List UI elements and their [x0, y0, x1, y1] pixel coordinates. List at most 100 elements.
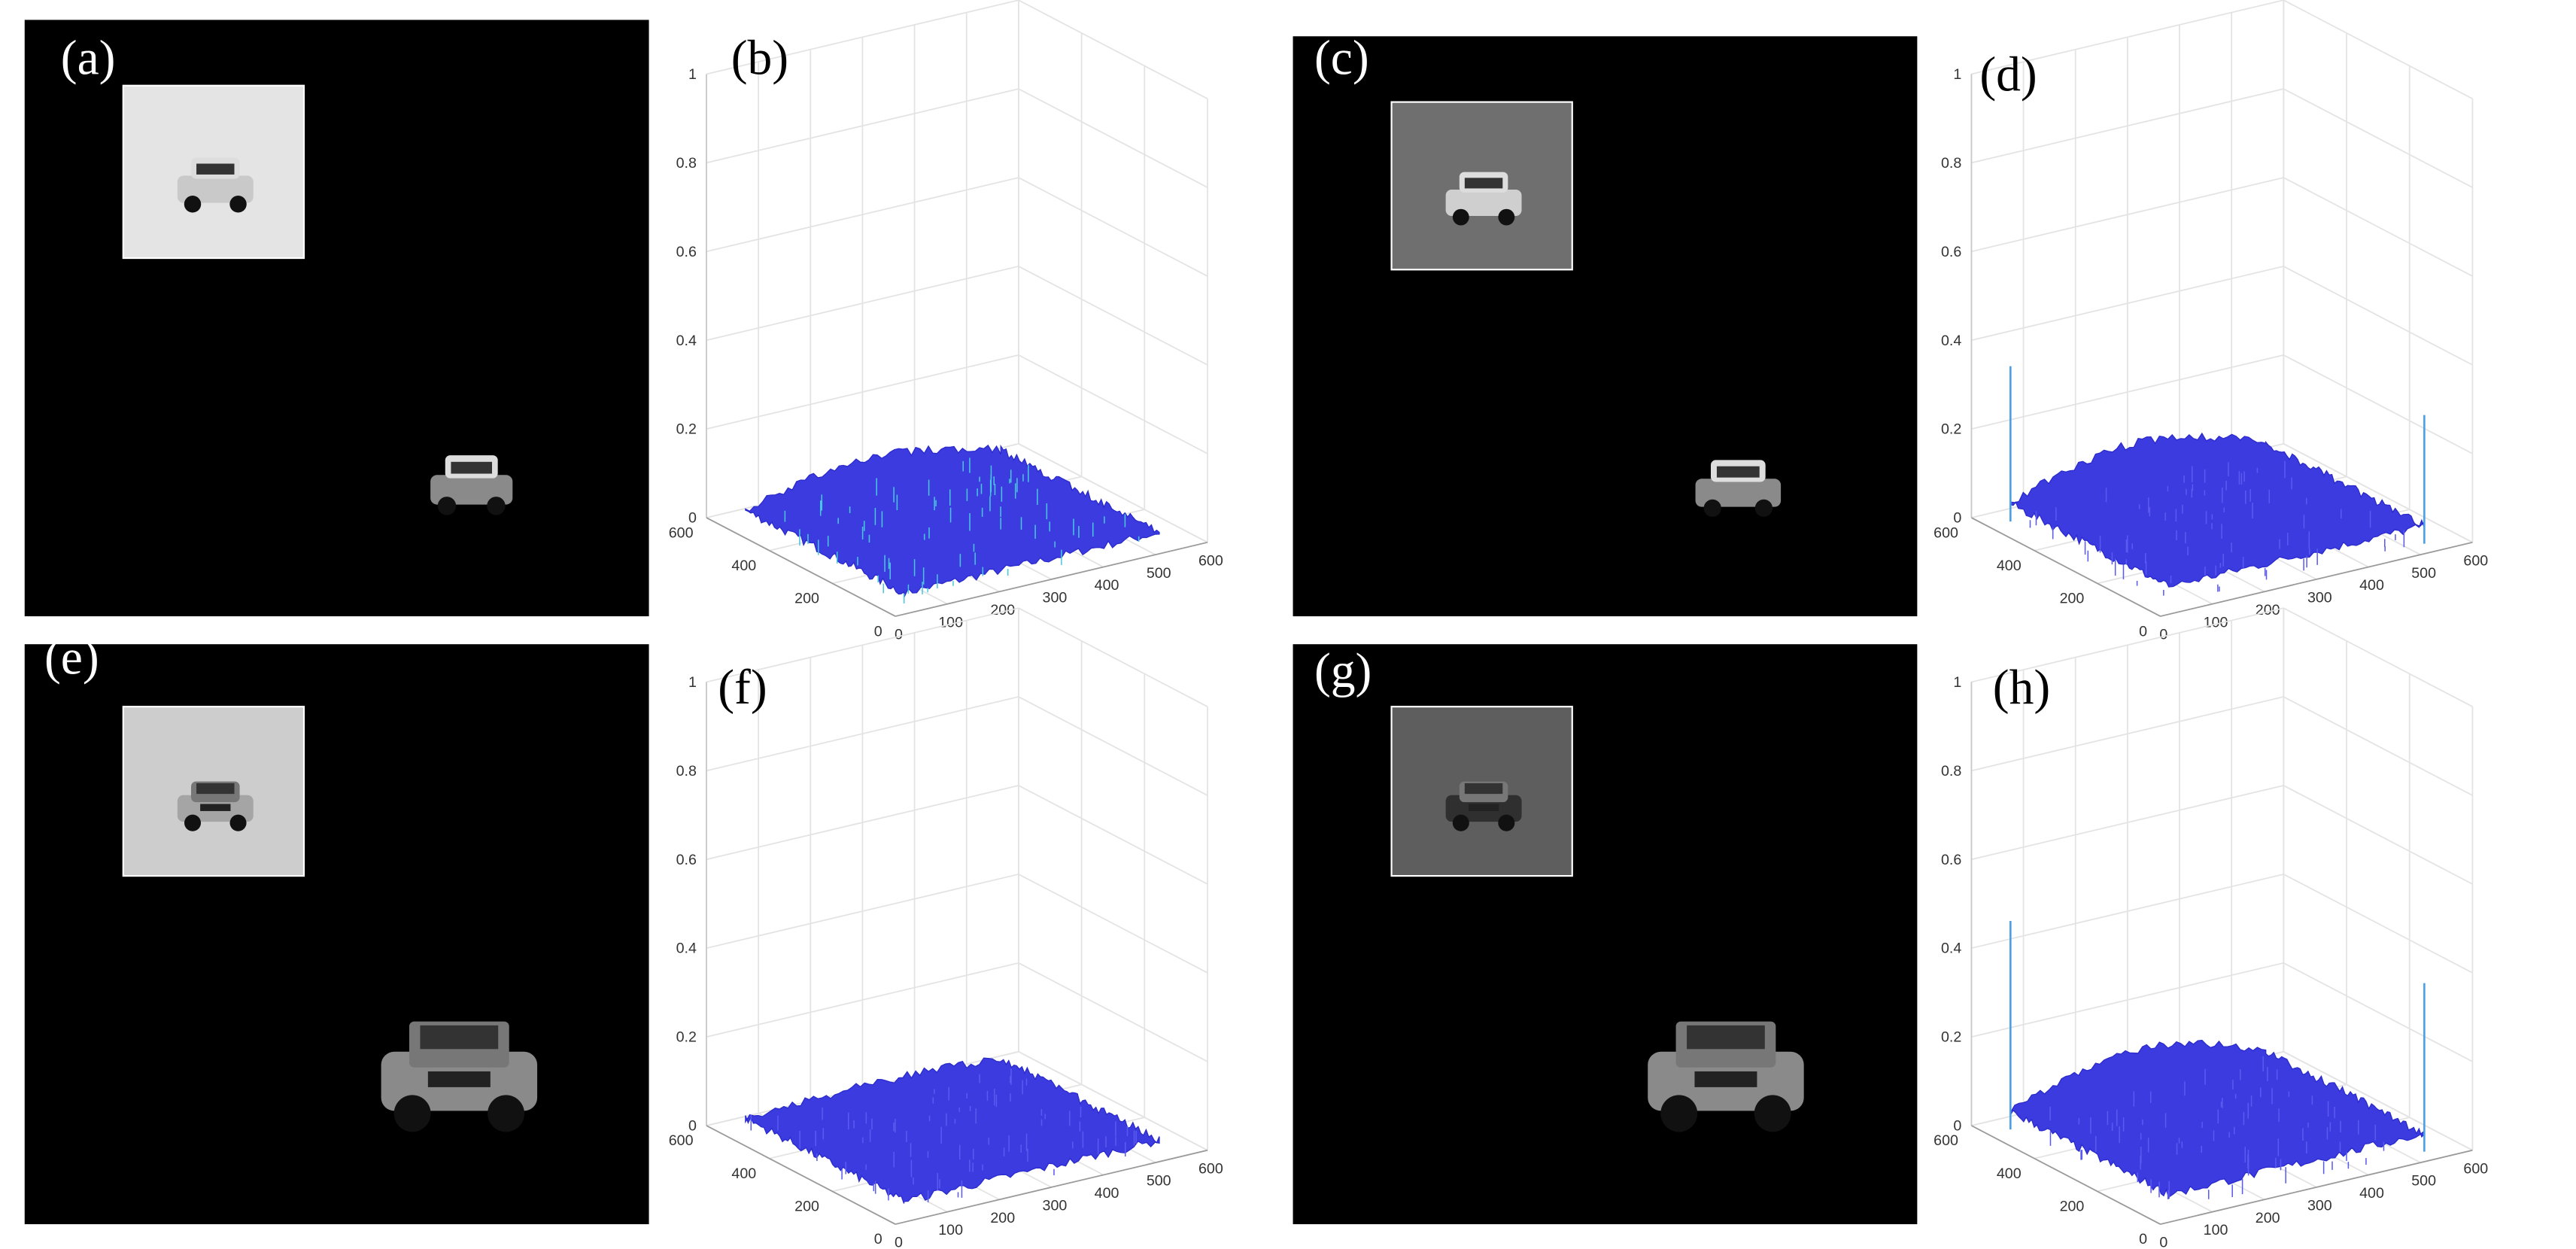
z-tick-label: 0.2 [676, 1029, 697, 1046]
z-tick-label: 0 [1953, 510, 1961, 527]
panel-label: (a) [61, 31, 116, 85]
car-image [430, 455, 513, 515]
x-tick-label: 400 [1095, 1185, 1119, 1202]
car-wheel [1703, 499, 1721, 517]
x-tick-label: 0 [2159, 1235, 2167, 1249]
panel-label: (d) [1979, 47, 2037, 102]
axis-line [895, 1149, 1208, 1225]
x-tick-label: 300 [2307, 1197, 2332, 1214]
z-tick-label: 0.2 [676, 421, 697, 438]
z-grid-line [1018, 785, 1208, 885]
z-grid-line [1018, 874, 1208, 974]
x-tick-label: 300 [1043, 590, 1068, 606]
z-grid-line [1018, 607, 1208, 707]
z-tick-label: 0.8 [1941, 763, 1961, 779]
car-window [1687, 1025, 1765, 1050]
image-panel [1293, 644, 1918, 1225]
panel-label: (e) [44, 631, 99, 685]
z-grid-line [2283, 607, 2473, 707]
x-tick-label: 100 [938, 614, 963, 631]
y-tick-label: 400 [1997, 558, 2022, 574]
panel-label: (f) [718, 661, 767, 715]
z-tick-label: 0.2 [1941, 421, 1961, 438]
y-tick-label: 400 [731, 1165, 756, 1182]
z-tick-label: 1 [1953, 66, 1961, 83]
y-tick-label: 200 [2060, 1199, 2085, 1215]
car-wheel [1498, 814, 1515, 831]
panel-label: (b) [731, 31, 788, 85]
car-wheel [1498, 208, 1515, 226]
z-grid-line [1018, 962, 1208, 1062]
image-panel [1293, 36, 1918, 617]
z-tick-label: 0 [1953, 1118, 1961, 1135]
car-image [1445, 781, 1522, 831]
x-tick-label: 0 [2159, 627, 2167, 643]
x-grid-line [1018, 1050, 1208, 1151]
car-window [1464, 783, 1503, 795]
z-tick-label: 1 [688, 674, 697, 691]
x-tick-label: 500 [1147, 1173, 1171, 1190]
x-tick-label: 0 [895, 1235, 903, 1249]
car-window [420, 1025, 499, 1050]
x-tick-label: 400 [2359, 1185, 2384, 1202]
car-wheel [1452, 208, 1469, 226]
car-window [1464, 178, 1503, 189]
x-tick-label: 100 [2204, 1222, 2228, 1238]
surface [2009, 1039, 2426, 1199]
y-tick-label: 600 [1934, 1132, 1958, 1149]
z-tick-label: 0.6 [1941, 852, 1961, 868]
y-tick-label: 0 [2139, 623, 2147, 640]
z-tick-label: 1 [688, 66, 697, 83]
z-grid-line [2283, 88, 2473, 188]
z-tick-label: 0.4 [676, 333, 697, 349]
x-tick-label: 500 [2411, 1173, 2436, 1190]
z-tick-label: 0.6 [676, 244, 697, 260]
y-tick-label: 400 [1997, 1165, 2022, 1182]
z-grid-line [2283, 874, 2473, 974]
car-wheel [1660, 1095, 1698, 1132]
axis-line [1971, 1125, 2161, 1225]
car-wheel [184, 814, 202, 831]
z-tick-label: 0.8 [1941, 155, 1961, 172]
z-grid-line [2283, 354, 2473, 454]
y-tick-label: 600 [669, 1132, 694, 1149]
z-grid-line [2283, 177, 2473, 277]
x-tick-label: 300 [2307, 590, 2332, 606]
z-tick-label: 0 [688, 510, 697, 527]
car-image [177, 157, 254, 213]
x-tick-label: 600 [1198, 1160, 1223, 1177]
image-panel [24, 20, 649, 617]
car-window [196, 163, 235, 175]
x-grid-line [2283, 1050, 2473, 1151]
surface [745, 1057, 1160, 1204]
x-tick-label: 500 [1147, 565, 1171, 582]
x-tick-label: 100 [938, 1222, 963, 1238]
car-body [1695, 479, 1782, 507]
x-grid-line [2283, 443, 2473, 543]
car-body [430, 475, 513, 505]
z-grid-line [1018, 88, 1208, 188]
z-tick-label: 1 [1953, 674, 1961, 691]
car-body [1445, 189, 1522, 217]
car-wheel [229, 196, 247, 213]
x-tick-label: 400 [1095, 577, 1119, 594]
x-tick-label: 300 [1043, 1197, 1068, 1214]
surface [745, 444, 1160, 598]
z-grid-line [1018, 696, 1208, 796]
car-wheel [488, 1095, 525, 1132]
x-grid-line [1018, 443, 1208, 543]
car-wheel [229, 814, 247, 831]
car-grille [1694, 1071, 1757, 1087]
surface [2009, 432, 2426, 588]
z-tick-label: 0.4 [1941, 333, 1961, 349]
car-image [1695, 460, 1782, 517]
z-tick-label: 0.2 [1941, 1029, 1961, 1046]
y-tick-label: 0 [2139, 1231, 2147, 1247]
z-tick-label: 0.8 [676, 155, 697, 172]
axis-line [706, 1125, 896, 1225]
x-tick-label: 400 [2359, 577, 2384, 594]
panel-label: (c) [1314, 31, 1369, 85]
y-tick-label: 600 [669, 524, 694, 541]
x-tick-label: 200 [2256, 602, 2280, 618]
x-tick-label: 200 [2256, 1210, 2280, 1226]
